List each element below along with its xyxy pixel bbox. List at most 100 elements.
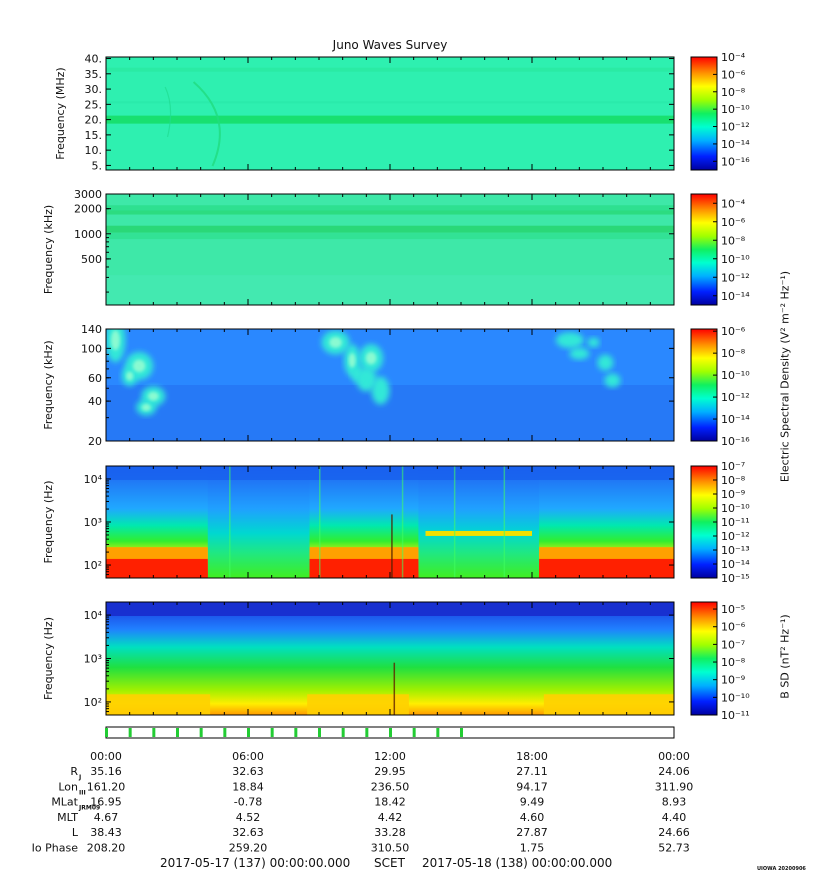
x-tick-label: 00:00	[658, 750, 690, 763]
ephemeris-value: 24.06	[658, 765, 690, 778]
ephemeris-value: 4.40	[662, 811, 687, 824]
colorbar-tick-label: 10⁻⁴	[721, 51, 746, 64]
emission-core	[132, 359, 146, 373]
spectrogram-hfwbr-high	[106, 57, 674, 170]
ephemeris-value: 236.50	[371, 780, 410, 793]
y-tick-label: 40	[88, 395, 102, 408]
y-tick-label: 10⁴	[84, 609, 103, 622]
ephemeris-value: 18.42	[374, 796, 406, 809]
emission-blob	[604, 373, 621, 388]
colorbar-tick-label: 10⁻¹²	[721, 271, 750, 284]
emission-core	[329, 337, 342, 348]
mode-marker	[247, 728, 250, 737]
emission-blob	[587, 337, 600, 348]
colorbar-magnetic	[690, 601, 718, 716]
burst-stripe	[401, 466, 404, 578]
y-tick-label: 3000	[74, 188, 102, 201]
ephemeris-value: 311.90	[655, 780, 694, 793]
ephemeris-label: L	[72, 826, 79, 839]
colorbar-tick-label: 10⁻¹²	[721, 391, 750, 404]
colorbar-tick-label: 10⁻⁸	[721, 86, 746, 99]
colorbar-tick-label: 10⁻¹⁰	[721, 502, 750, 515]
y-axis-label: Frequency (Hz)	[42, 481, 55, 564]
mode-marker	[270, 728, 274, 737]
ephemeris-value: 38.43	[90, 826, 122, 839]
ephemeris-label-subscript: III	[79, 789, 86, 796]
colorbar-tick-label: 10⁻⁶	[721, 68, 746, 81]
y-tick-label: 10⁴	[84, 473, 103, 486]
ephemeris-value: 27.11	[516, 765, 548, 778]
mode-marker	[105, 728, 108, 737]
lower-shade	[106, 385, 674, 441]
emission-blob	[597, 354, 614, 371]
mode-marker	[199, 728, 203, 737]
colorbar-tick-label: 10⁻⁸	[721, 347, 746, 360]
ephemeris-value: 27.87	[516, 826, 548, 839]
enhanced-low-band	[543, 694, 674, 715]
ephemeris-value: 94.17	[516, 780, 548, 793]
emission-core	[110, 330, 120, 351]
ephemeris-value: -0.78	[234, 796, 262, 809]
colorbar-tick-label: 10⁻¹⁰	[721, 253, 750, 266]
ephemeris-label: MLat	[51, 796, 78, 809]
colorbar-tick-label: 10⁻¹⁶	[721, 155, 750, 168]
colorbar-tick-label: 10⁻¹⁰	[721, 103, 750, 116]
y-axis-label: Frequency (kHz)	[42, 205, 55, 294]
colorbar-tick-label: 10⁻¹¹	[721, 516, 750, 529]
mode-marker	[294, 728, 298, 737]
emission-blob	[371, 376, 390, 405]
emission-core	[147, 391, 159, 401]
spectrogram-lfr-high	[106, 329, 674, 441]
y-tick-label: 10²	[84, 559, 102, 572]
spectrogram-magnetic	[106, 602, 674, 715]
burst-stripe	[229, 466, 231, 578]
mode-marker	[152, 728, 156, 737]
ephemeris-label-subscript: J	[78, 774, 81, 781]
colorbar-tick-label: 10⁻⁶	[721, 621, 746, 634]
y-tick-label: 15.	[85, 129, 103, 142]
y-tick-label: 1000	[74, 228, 102, 241]
enhanced-low-band	[106, 694, 211, 715]
emission-core	[348, 353, 356, 368]
y-tick-label: 2000	[74, 203, 102, 216]
y-tick-label: 10²	[84, 696, 102, 709]
y-tick-label: 30.	[85, 83, 103, 96]
colorbar-hfr-low	[690, 193, 718, 306]
colorbar-tick-label: 10⁻¹¹	[721, 709, 750, 722]
band-21mhz	[106, 115, 674, 124]
footer-credit: UIOWA 20200906	[757, 866, 806, 872]
emission-blob	[569, 347, 590, 360]
ephemeris-label: MLT	[57, 811, 78, 824]
ephemeris-label: Lon	[58, 780, 78, 793]
band-1900khz	[106, 210, 674, 215]
band-26mhz	[106, 101, 674, 104]
enhanced-low-band	[307, 694, 409, 715]
dark-stripe	[393, 662, 396, 715]
ephemeris-value: 4.67	[94, 811, 119, 824]
colorbar-tick-label: 10⁻¹⁵	[721, 572, 750, 585]
spectrogram-base	[106, 57, 674, 170]
y-tick-label: 25.	[85, 98, 103, 111]
burst-stripe	[453, 466, 456, 578]
y-tick-label: 40.	[85, 53, 103, 66]
footer-start-time: 2017-05-17 (137) 00:00:00.000	[160, 856, 351, 870]
ephemeris-value: 29.95	[374, 765, 406, 778]
colorbar-tick-label: 10⁻⁷	[721, 460, 745, 473]
colorbar-tick-label: 10⁻¹⁴	[721, 413, 750, 426]
y-tick-label: 100	[81, 342, 102, 355]
ephemeris-value: 259.20	[229, 842, 268, 855]
y-tick-label: 10.	[85, 144, 103, 157]
colorbar-tick-label: 10⁻¹⁴	[721, 290, 750, 303]
band-2200khz	[106, 205, 674, 214]
x-tick-label: 12:00	[374, 750, 406, 763]
band-1000khz	[106, 233, 674, 240]
mode-marker	[341, 728, 345, 737]
colorbar-tick-label: 10⁻⁸	[721, 234, 746, 247]
burst-stripe	[319, 466, 321, 578]
ephemeris-value: 32.63	[232, 826, 264, 839]
y-tick-label: 60	[88, 372, 102, 385]
colorbar-tick-label: 10⁻⁹	[721, 488, 745, 501]
intense-mid-band	[539, 547, 674, 559]
emission-core	[365, 351, 377, 365]
